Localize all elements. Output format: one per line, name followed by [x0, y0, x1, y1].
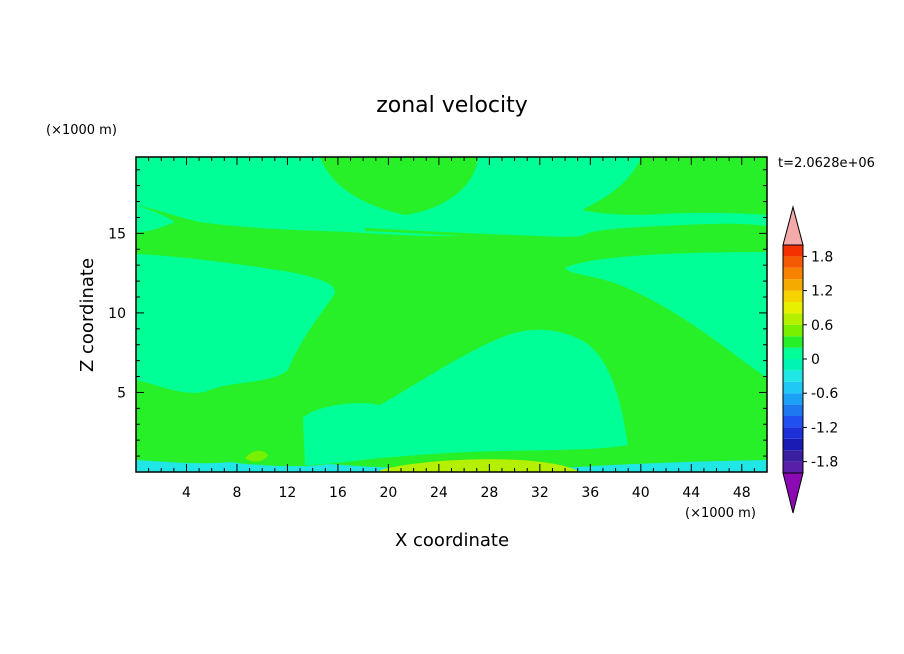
colorbar-segment [783, 324, 803, 337]
y-tick-label: 15 [108, 226, 126, 242]
colorbar-segment [783, 256, 803, 268]
time-label: t=2.0628e+06 [778, 156, 875, 171]
colorbar-segment [783, 302, 803, 314]
colorbar-segment [783, 381, 803, 394]
chart-title: zonal velocity [376, 93, 528, 118]
x-tick-label: 8 [232, 485, 241, 501]
x-tick-label: 40 [632, 485, 650, 501]
colorbar-segment [783, 393, 803, 405]
colorbar-segment [783, 416, 803, 428]
y-tick-label: 5 [117, 385, 126, 401]
colorbar: 1.8 1.2 0.6 0 -0.6 -1.2 -1.8 [782, 205, 838, 514]
x-tick-label: 4 [182, 485, 191, 501]
colorbar-segment [783, 279, 803, 291]
colorbar-tick-label: -1.2 [811, 420, 838, 436]
colorbar-segment [783, 404, 803, 416]
x-tick-label: 36 [581, 485, 599, 501]
x-tick-label: 20 [379, 485, 397, 501]
colorbar-segment [783, 290, 803, 302]
colorbar-tick-label: -1.8 [811, 455, 838, 471]
colorbar-tick-label: 0.6 [811, 318, 833, 334]
colorbar-segment [783, 438, 803, 451]
x-tick-label: 12 [279, 485, 297, 501]
colorbar-segment [783, 427, 803, 439]
colorbar-tick-label: 0 [811, 352, 820, 368]
colorbar-segment [783, 450, 803, 462]
colorbar-segment [783, 245, 803, 257]
colorbar-tick-label: -0.6 [811, 386, 838, 402]
colorbar-segment [783, 461, 803, 473]
x-axis-label: X coordinate [395, 530, 509, 551]
x-tick-label: 44 [682, 485, 700, 501]
colorbar-segment [783, 267, 803, 280]
x-tick-label: 32 [531, 485, 549, 501]
x-tick-label: 28 [480, 485, 498, 501]
contour-region-upper-middle [320, 157, 478, 215]
y-axis-label: Z coordinate [77, 258, 98, 372]
colorbar-tick-label: 1.8 [811, 249, 833, 265]
y-unit-label: (×1000 m) [46, 123, 117, 138]
colorbar-tick-label: 1.2 [811, 284, 833, 300]
x-tick-label: 24 [430, 485, 448, 501]
x-tick-label: 16 [329, 485, 347, 501]
contour-region-bottom-layer [136, 460, 767, 472]
x-unit-label: (×1000 m) [685, 506, 756, 521]
contour-region-upper-right [582, 157, 767, 215]
contour-region-bottom-positive-small [245, 450, 268, 462]
contour-region-lower-middle [303, 329, 628, 465]
colorbar-segment [783, 347, 803, 359]
colorbar-segment [783, 313, 803, 325]
colorbar-segment [783, 370, 803, 382]
colorbar-over-triangle [782, 205, 804, 246]
colorbar-under-triangle [782, 472, 804, 514]
contour-region-bottom-positive [380, 459, 580, 472]
colorbar-segment [783, 359, 803, 371]
x-tick-label: 48 [733, 485, 751, 501]
y-tick-label: 10 [108, 306, 126, 322]
colorbar-segment [783, 336, 803, 348]
